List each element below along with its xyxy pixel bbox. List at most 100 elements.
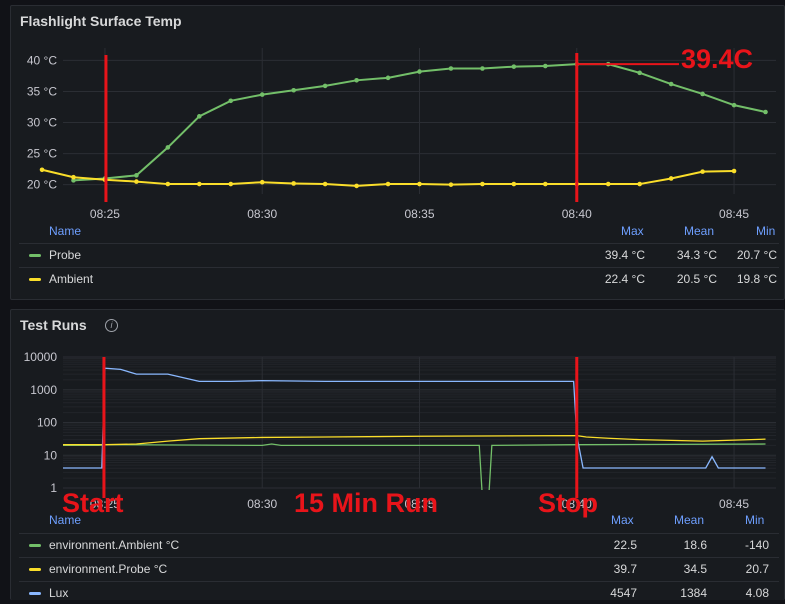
start-annotation: Start — [62, 488, 124, 518]
data-point — [165, 181, 171, 187]
legend-mean-value: 34.5 — [683, 562, 707, 576]
legend-max-value: 22.4 °C — [604, 272, 645, 286]
x-tick-label: 08:35 — [404, 207, 434, 221]
data-point — [480, 181, 485, 187]
x-tick-label: 08:30 — [247, 497, 277, 511]
legend-row-probe[interactable]: environment.Probe °C 39.7 34.5 20.7 — [19, 557, 779, 580]
series-color-swatch — [29, 254, 41, 257]
legend-row-ambient[interactable]: Ambient 22.4 °C 20.5 °C 19.8 °C — [19, 267, 779, 290]
legend-header-max[interactable]: Max — [621, 224, 644, 238]
x-tick-label: 08:40 — [562, 497, 592, 511]
y-tick-label: 10 — [44, 448, 58, 462]
data-point — [228, 98, 234, 104]
data-point — [668, 81, 674, 87]
x-tick-label: 08:40 — [562, 207, 592, 221]
data-point — [197, 181, 202, 187]
data-point — [448, 66, 454, 71]
series-line — [63, 434, 766, 446]
legend-mean-value: 1384 — [680, 586, 707, 600]
data-point — [165, 145, 171, 150]
data-point — [385, 75, 391, 81]
y-tick-label: 35 °C — [27, 84, 57, 98]
legend-header-name[interactable]: Name — [49, 224, 82, 238]
series-color-swatch — [29, 568, 41, 571]
series-color-swatch — [29, 592, 41, 595]
y-tick-label: 10000 — [24, 350, 58, 364]
y-tick-label: 30 °C — [27, 116, 57, 130]
legend-series-name: Probe — [49, 248, 82, 262]
test-runs-chart: 10000 1000 100 10 1 08:25 08:30 08:35 08:40 08:45 — [24, 350, 776, 511]
legend-series-name: environment.Ambient °C — [49, 538, 180, 552]
series-color-swatch — [29, 278, 41, 281]
legend-row-lux[interactable]: Lux 4547 1384 4.08 — [19, 581, 779, 604]
x-tick-label: 08:25 — [90, 497, 120, 511]
x-tick-label: 08:30 — [247, 207, 277, 221]
legend-header-name[interactable]: Name — [49, 513, 82, 527]
legend-header-mean[interactable]: Mean — [684, 224, 715, 238]
data-point — [511, 64, 517, 69]
data-point — [763, 109, 768, 115]
y-tick-label: 1000 — [30, 383, 57, 397]
data-point — [637, 181, 642, 187]
data-point — [322, 181, 328, 187]
y-tick-label: 25 °C — [27, 147, 57, 161]
legend-min-value: 20.7 — [745, 562, 769, 576]
series-color-swatch — [29, 544, 41, 547]
data-point — [39, 167, 45, 173]
data-point — [259, 92, 265, 97]
y-tick-label: 1 — [50, 481, 57, 495]
data-point — [291, 181, 296, 186]
data-point — [354, 183, 359, 189]
x-tick-label: 08:25 — [90, 207, 120, 221]
data-point — [322, 83, 328, 89]
data-point — [417, 69, 422, 74]
legend-max-value: 39.4 °C — [604, 248, 645, 262]
x-tick-label: 08:45 — [719, 497, 749, 511]
legend-min-value: 19.8 °C — [736, 272, 777, 286]
x-tick-label: 08:45 — [719, 207, 749, 221]
data-point — [197, 114, 202, 119]
temperature-chart: 40 °C 35 °C 30 °C 25 °C 20 °C 08:25 08:30 08:35… — [27, 48, 776, 221]
data-point — [448, 182, 454, 187]
data-point — [354, 78, 359, 83]
series-line — [63, 367, 766, 469]
legend-header-min[interactable]: Min — [745, 513, 765, 527]
data-point — [543, 63, 548, 69]
legend-mean-value: 20.5 °C — [676, 272, 717, 286]
legend-series-name: Lux — [49, 586, 69, 600]
data-point — [700, 169, 705, 174]
data-point — [71, 174, 76, 180]
legend-mean-value: 34.3 °C — [676, 248, 717, 262]
data-point — [637, 70, 642, 76]
legend-header-max[interactable]: Max — [611, 513, 634, 527]
y-tick-label: 20 °C — [27, 178, 57, 192]
info-icon[interactable]: i — [105, 319, 118, 332]
data-point — [417, 181, 422, 187]
x-tick-label: 08:35 — [404, 497, 434, 511]
panel-title: Test Runs — [20, 317, 87, 333]
legend-series-name: Ambient — [49, 272, 94, 286]
legend-row-probe[interactable]: Probe 39.4 °C 34.3 °C 20.7 °C — [19, 243, 779, 266]
legend-row-ambient[interactable]: environment.Ambient °C 22.5 18.6 -140 — [19, 533, 779, 556]
legend-min-value: -140 — [744, 538, 769, 552]
data-point — [605, 181, 611, 187]
legend-series-name: environment.Probe °C — [49, 562, 168, 576]
legend-min-value: 4.08 — [745, 586, 769, 600]
data-point — [668, 176, 674, 181]
data-point — [291, 87, 296, 93]
data-point — [480, 66, 485, 71]
legend-header-mean[interactable]: Mean — [674, 513, 705, 527]
data-point — [543, 181, 548, 187]
legend-header-min[interactable]: Min — [756, 224, 776, 238]
data-point — [228, 181, 234, 187]
temperature-panel: Flashlight Surface Temp 40 °C 35 °C 30 °C 2… — [10, 5, 785, 300]
data-point — [731, 102, 737, 108]
y-tick-label: 40 °C — [27, 53, 57, 67]
data-point — [731, 168, 737, 174]
y-tick-label: 100 — [37, 416, 57, 430]
data-point — [385, 181, 391, 187]
max-temp-annotation: 39.4C — [681, 44, 754, 74]
legend-mean-value: 18.6 — [683, 538, 707, 552]
legend-max-value: 4547 — [610, 586, 637, 600]
stop-annotation: Stop — [538, 488, 598, 518]
